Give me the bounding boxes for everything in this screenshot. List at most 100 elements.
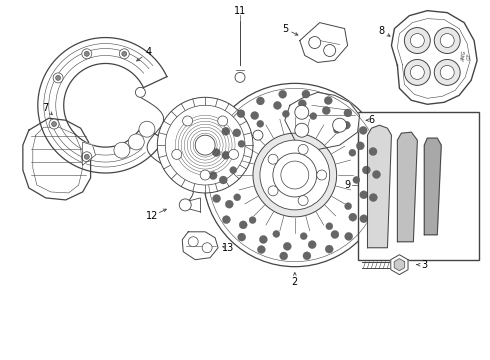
Circle shape xyxy=(298,195,308,206)
Circle shape xyxy=(326,223,333,230)
Circle shape xyxy=(309,37,321,49)
Circle shape xyxy=(122,51,127,56)
Polygon shape xyxy=(368,125,392,248)
Circle shape xyxy=(249,217,256,224)
Circle shape xyxy=(303,252,311,260)
Circle shape xyxy=(334,126,341,134)
Circle shape xyxy=(344,203,352,210)
Circle shape xyxy=(230,167,237,174)
Circle shape xyxy=(440,33,454,48)
Polygon shape xyxy=(23,118,91,200)
Circle shape xyxy=(322,107,330,114)
Circle shape xyxy=(434,28,460,54)
Circle shape xyxy=(157,97,253,193)
Circle shape xyxy=(317,170,327,180)
Circle shape xyxy=(353,176,360,184)
Circle shape xyxy=(300,233,307,240)
Text: 3: 3 xyxy=(421,260,427,270)
Circle shape xyxy=(349,149,356,156)
Circle shape xyxy=(84,154,89,159)
Circle shape xyxy=(260,140,330,210)
Text: 8: 8 xyxy=(378,26,385,36)
Circle shape xyxy=(218,116,228,126)
Circle shape xyxy=(253,130,263,140)
Circle shape xyxy=(238,140,245,147)
Circle shape xyxy=(222,127,230,135)
Circle shape xyxy=(404,28,430,54)
Circle shape xyxy=(222,151,230,159)
Circle shape xyxy=(369,194,377,202)
Circle shape xyxy=(298,144,308,154)
Polygon shape xyxy=(182,232,218,260)
Text: 1: 1 xyxy=(172,135,178,145)
Circle shape xyxy=(273,153,317,197)
Circle shape xyxy=(179,199,191,211)
Circle shape xyxy=(410,33,424,48)
Circle shape xyxy=(213,194,220,203)
Circle shape xyxy=(139,121,155,137)
Circle shape xyxy=(440,66,454,80)
Text: 10: 10 xyxy=(214,143,226,153)
Circle shape xyxy=(235,72,245,82)
Text: 9: 9 xyxy=(344,180,351,190)
Text: 11: 11 xyxy=(234,6,246,15)
Circle shape xyxy=(273,230,280,238)
Circle shape xyxy=(53,73,63,83)
Circle shape xyxy=(360,215,368,223)
Circle shape xyxy=(343,121,350,129)
Circle shape xyxy=(253,133,337,217)
Circle shape xyxy=(298,100,306,108)
Bar xyxy=(358,112,479,260)
Polygon shape xyxy=(424,138,441,235)
Circle shape xyxy=(302,90,310,98)
Circle shape xyxy=(310,113,317,120)
Circle shape xyxy=(203,84,387,267)
Circle shape xyxy=(372,171,380,179)
Circle shape xyxy=(220,176,227,184)
Circle shape xyxy=(49,119,59,129)
Polygon shape xyxy=(83,142,96,165)
Polygon shape xyxy=(38,37,167,173)
Circle shape xyxy=(233,129,241,137)
Circle shape xyxy=(172,129,184,141)
Text: 13: 13 xyxy=(222,243,234,253)
Circle shape xyxy=(51,122,56,126)
Circle shape xyxy=(280,252,288,260)
Circle shape xyxy=(202,243,212,253)
Circle shape xyxy=(257,246,265,253)
Text: 5: 5 xyxy=(282,24,288,33)
Text: 6: 6 xyxy=(368,115,374,125)
Circle shape xyxy=(259,235,268,243)
Circle shape xyxy=(237,110,245,118)
Text: 7: 7 xyxy=(43,103,49,113)
Polygon shape xyxy=(300,23,347,62)
Circle shape xyxy=(209,172,217,180)
Circle shape xyxy=(344,109,352,117)
Polygon shape xyxy=(391,255,408,275)
Circle shape xyxy=(344,233,353,240)
Circle shape xyxy=(369,148,377,156)
Polygon shape xyxy=(397,132,417,242)
Circle shape xyxy=(84,51,89,56)
Circle shape xyxy=(282,111,290,117)
Circle shape xyxy=(273,102,281,109)
Circle shape xyxy=(295,123,309,137)
Circle shape xyxy=(308,240,316,249)
Circle shape xyxy=(256,97,265,105)
Circle shape xyxy=(363,166,370,174)
Circle shape xyxy=(82,152,92,162)
Text: 12: 12 xyxy=(146,211,159,221)
Circle shape xyxy=(359,126,367,134)
Circle shape xyxy=(195,135,215,155)
Circle shape xyxy=(212,149,220,157)
Circle shape xyxy=(410,66,424,80)
Text: 2: 2 xyxy=(292,276,298,287)
Circle shape xyxy=(324,45,336,57)
Circle shape xyxy=(200,170,210,180)
Circle shape xyxy=(281,161,309,189)
Circle shape xyxy=(135,87,146,97)
Circle shape xyxy=(268,154,278,164)
Circle shape xyxy=(188,237,198,247)
Circle shape xyxy=(295,105,309,119)
Circle shape xyxy=(251,112,259,120)
